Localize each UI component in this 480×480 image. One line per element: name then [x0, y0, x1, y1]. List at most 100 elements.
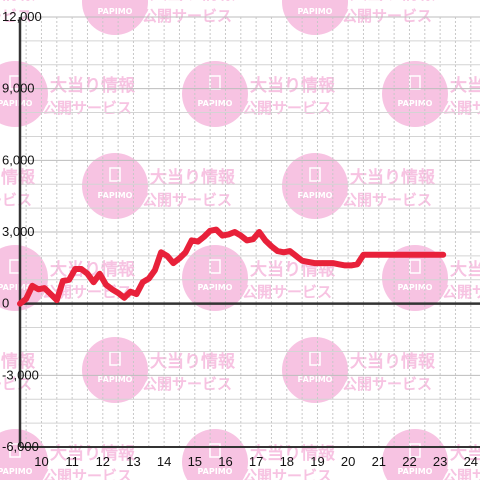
data-point	[283, 251, 285, 253]
y-tick-label: 12,000	[2, 9, 42, 24]
data-point	[44, 287, 46, 289]
x-tick-label: 11	[65, 454, 79, 469]
data-point	[62, 280, 64, 282]
data-point	[86, 273, 88, 275]
data-point	[369, 254, 371, 256]
watermark-line1: 大当り情報	[50, 443, 136, 464]
watermark-logo-text: PAPIMO	[98, 7, 133, 16]
data-point	[289, 250, 291, 252]
watermark-logo-icon	[309, 167, 321, 182]
data-point	[375, 254, 377, 256]
watermark-logo	[382, 245, 448, 311]
data-point	[160, 251, 162, 253]
watermark-line2: 公開サービス	[242, 467, 332, 480]
watermark-logo-icon	[409, 443, 421, 458]
data-point	[142, 281, 144, 283]
watermark-line1: 大当り情報	[250, 75, 336, 96]
data-point	[221, 235, 223, 237]
series-layer	[17, 226, 447, 307]
x-tick-label: 18	[280, 454, 294, 469]
data-point	[178, 257, 180, 259]
series-line	[17, 226, 447, 307]
data-point	[215, 229, 217, 231]
data-point	[313, 262, 315, 264]
x-tick-label: 19	[310, 454, 324, 469]
data-point	[442, 254, 444, 256]
data-point	[185, 251, 187, 253]
data-point	[154, 269, 156, 271]
x-tick-label: 16	[218, 454, 232, 469]
watermark-logo-text: PAPIMO	[398, 283, 433, 292]
data-point	[19, 303, 21, 305]
x-tick-label: 24	[464, 454, 478, 469]
data-point	[31, 285, 33, 287]
watermark-logo	[182, 245, 248, 311]
data-point	[326, 262, 328, 264]
watermark-line1: 大当り情報	[350, 0, 436, 4]
data-point	[50, 293, 52, 295]
data-point	[246, 239, 248, 241]
watermark-logo-text: PAPIMO	[0, 467, 33, 476]
data-point	[191, 239, 193, 241]
watermark-line2: 公開サービス	[342, 191, 432, 209]
data-point	[320, 262, 322, 264]
data-point	[172, 262, 174, 264]
data-point	[37, 288, 39, 290]
watermark-line2: 公開サービス	[0, 375, 32, 393]
watermark-logo-text: PAPIMO	[98, 191, 133, 200]
data-point	[362, 254, 364, 256]
data-point	[258, 231, 260, 233]
watermark-logo	[0, 429, 48, 480]
watermark-logo-icon	[309, 351, 321, 366]
watermark-logo-text: PAPIMO	[298, 375, 333, 384]
watermark-logo-text: PAPIMO	[98, 375, 133, 384]
x-tick-label: 22	[402, 454, 416, 469]
watermark-logo-text: PAPIMO	[0, 99, 33, 108]
watermark-line1: 大当り情報	[350, 167, 436, 188]
watermark-logo-text: PAPIMO	[198, 283, 233, 292]
watermark-logo-icon	[209, 443, 221, 458]
x-tick-label: 17	[249, 454, 263, 469]
watermark-logo	[382, 429, 448, 480]
x-tick-label: 10	[34, 454, 48, 469]
watermark-logo	[182, 429, 248, 480]
watermark-line2: 公開サービス	[242, 283, 332, 301]
data-point	[356, 263, 358, 265]
data-point	[148, 278, 150, 280]
watermark-line1: 大当り情報	[450, 259, 480, 280]
watermark-line2: 公開サービス	[0, 7, 32, 25]
data-point	[405, 254, 407, 256]
watermark-line1: 大当り情報	[450, 75, 480, 96]
data-point	[99, 273, 101, 275]
data-point	[74, 268, 76, 270]
watermark-logo	[82, 153, 148, 219]
data-point	[418, 254, 420, 256]
watermark-logo	[0, 245, 48, 311]
watermark-line1: 大当り情報	[350, 351, 436, 372]
y-tick-label: -6,000	[2, 439, 39, 454]
data-point	[68, 279, 70, 281]
x-tick-label: 21	[372, 454, 386, 469]
watermark-line2: 公開サービス	[0, 191, 32, 209]
data-point	[436, 254, 438, 256]
watermark-line2: 公開サービス	[442, 99, 480, 117]
data-point	[105, 284, 107, 286]
x-tick-label: 15	[188, 454, 202, 469]
watermark-line1: 大当り情報	[250, 443, 336, 464]
watermark-line2: 公開サービス	[142, 375, 232, 393]
watermark-line2: 公開サービス	[342, 375, 432, 393]
data-point	[301, 260, 303, 262]
